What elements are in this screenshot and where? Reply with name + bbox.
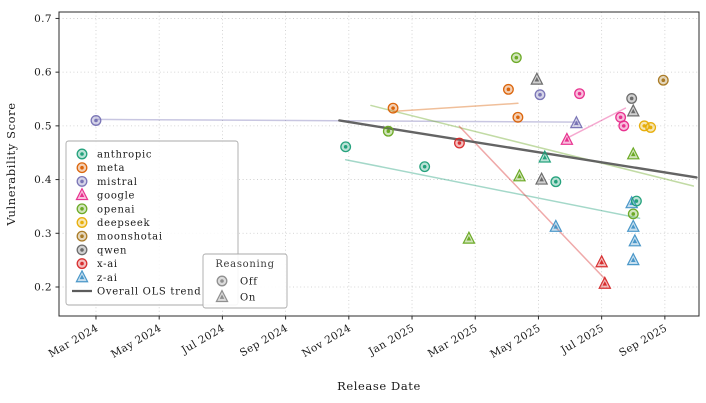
reasoning-off-label: Off	[240, 277, 258, 288]
x-axis-title: Release Date	[337, 379, 421, 393]
point-mistral-reasoning-on	[569, 115, 583, 129]
point-anthropic-reasoning-off	[419, 161, 431, 173]
point-anthropic-reasoning-off	[340, 141, 352, 153]
point-google-reasoning-off	[574, 88, 585, 100]
legend-item-x-ai: x-ai	[76, 258, 118, 270]
legend-item-meta: meta	[76, 162, 125, 174]
provider-legend-box	[65, 140, 239, 306]
google-trend-line	[566, 107, 627, 139]
point-qwen-reasoning-off	[626, 93, 638, 104]
x-tick-label: Jan 2025	[366, 322, 417, 358]
point-qwen-reasoning-on	[626, 103, 640, 117]
point-openai-reasoning-on	[626, 146, 640, 160]
y-tick-label: 0.7	[34, 13, 52, 25]
point-openai-reasoning-off	[627, 208, 639, 220]
legend-label: google	[97, 191, 135, 202]
legend-item-qwen: qwen	[76, 244, 127, 256]
legend-label: qwen	[97, 245, 127, 256]
legend-label: z-ai	[97, 273, 118, 284]
reasoning-legend: Reasoning Off On	[202, 253, 288, 309]
y-axis: 0.2 0.3 0.4 0.5 0.6 0.7	[34, 13, 59, 293]
x-tick-label: May 2024	[109, 322, 164, 360]
point-mistral-reasoning-off	[90, 115, 102, 126]
legend-label: moonshotai	[97, 232, 163, 243]
provider-legend: anthropic meta mistral google openai deepseek…	[65, 140, 239, 306]
x-tick-label: Jul 2025	[558, 322, 606, 357]
point-qwen-reasoning-on	[535, 171, 549, 185]
legend-item-google: google	[75, 187, 135, 202]
legend-label: openai	[97, 204, 135, 215]
legend-label: Overall OLS trend	[97, 287, 201, 298]
point-anthropic-reasoning-on	[538, 149, 552, 163]
openai-trend-line	[370, 104, 695, 187]
point-google-reasoning-on	[560, 132, 574, 145]
point-x-ai-reasoning-on	[595, 254, 609, 268]
point-openai-reasoning-on	[512, 168, 527, 182]
mistral-trend-line	[95, 118, 581, 123]
x-tick-label: Nov 2024	[300, 322, 353, 360]
reasoning-off-item: Off	[216, 275, 258, 288]
y-axis-title: Vulnerability Score	[4, 102, 18, 226]
point-anthropic-reasoning-off	[630, 195, 642, 207]
legend-item-anthropic: anthropic	[76, 148, 152, 161]
point-meta-reasoning-off	[512, 111, 524, 123]
trend-lines	[95, 102, 698, 282]
legend-label: meta	[97, 163, 125, 174]
point-openai-reasoning-on	[462, 230, 476, 244]
point-openai-reasoning-off	[510, 52, 522, 64]
legend-item-mistral: mistral	[76, 175, 138, 188]
grid	[59, 12, 699, 316]
x-tick-label: Mar 2025	[426, 322, 480, 360]
y-tick-label: 0.3	[34, 228, 52, 240]
data-points	[90, 52, 669, 289]
point-mistral-reasoning-off	[534, 89, 546, 101]
y-tick-label: 0.4	[34, 174, 52, 186]
legend-label: deepseek	[97, 218, 151, 229]
reasoning-on-label: On	[240, 293, 256, 304]
overall-ols-trend-line	[338, 119, 698, 179]
x-tick-label: Sep 2024	[238, 322, 290, 359]
plot-border	[58, 11, 700, 317]
x-tick-label: Sep 2025	[617, 322, 669, 359]
y-tick-label: 0.5	[34, 120, 52, 132]
point-google-reasoning-off	[618, 120, 630, 132]
x-ai-trend-line	[458, 125, 608, 282]
reasoning-legend-title: Reasoning	[215, 259, 274, 270]
x-tick-label: May 2025	[488, 322, 543, 360]
point-deepseek-reasoning-off	[638, 120, 650, 132]
point-z-ai-reasoning-on	[626, 252, 640, 266]
x-tick-label: Mar 2024	[47, 322, 101, 360]
meta-trend-line	[392, 102, 519, 113]
legend-label: anthropic	[97, 150, 152, 161]
point-z-ai-reasoning-on	[628, 233, 642, 247]
point-qwen-reasoning-on	[530, 71, 544, 85]
legend-item-overall-ols-trend: Overall OLS trend	[72, 287, 201, 298]
legend-item-deepseek: deepseek	[76, 217, 151, 229]
point-meta-reasoning-off	[387, 102, 399, 114]
x-axis: Mar 2024 May 2024 Jul 2024 Sep 2024 Nov 2024…	[47, 316, 669, 361]
point-anthropic-reasoning-off	[550, 176, 562, 188]
legend-item-z-ai: z-ai	[75, 269, 118, 284]
reasoning-on-item: On	[215, 289, 256, 304]
x-tick-label: Jul 2024	[179, 322, 227, 357]
point-z-ai-reasoning-on	[626, 219, 640, 232]
point-x-ai-reasoning-on	[598, 276, 612, 289]
point-x-ai-reasoning-off	[453, 137, 465, 149]
y-tick-label: 0.6	[34, 67, 52, 79]
legend-label: mistral	[97, 177, 138, 188]
legend-label: x-ai	[97, 259, 118, 270]
y-tick-label: 0.2	[34, 281, 52, 293]
point-meta-reasoning-off	[502, 83, 514, 95]
anthropic-trend-line	[344, 158, 641, 219]
legend-item-openai: openai	[76, 203, 135, 215]
point-moonshotai-reasoning-off	[657, 74, 669, 86]
point-z-ai-reasoning-on	[549, 219, 563, 232]
point-openai-reasoning-off	[382, 125, 394, 137]
legend-item-moonshotai: moonshotai	[76, 230, 163, 243]
point-deepseek-reasoning-off	[645, 122, 657, 133]
